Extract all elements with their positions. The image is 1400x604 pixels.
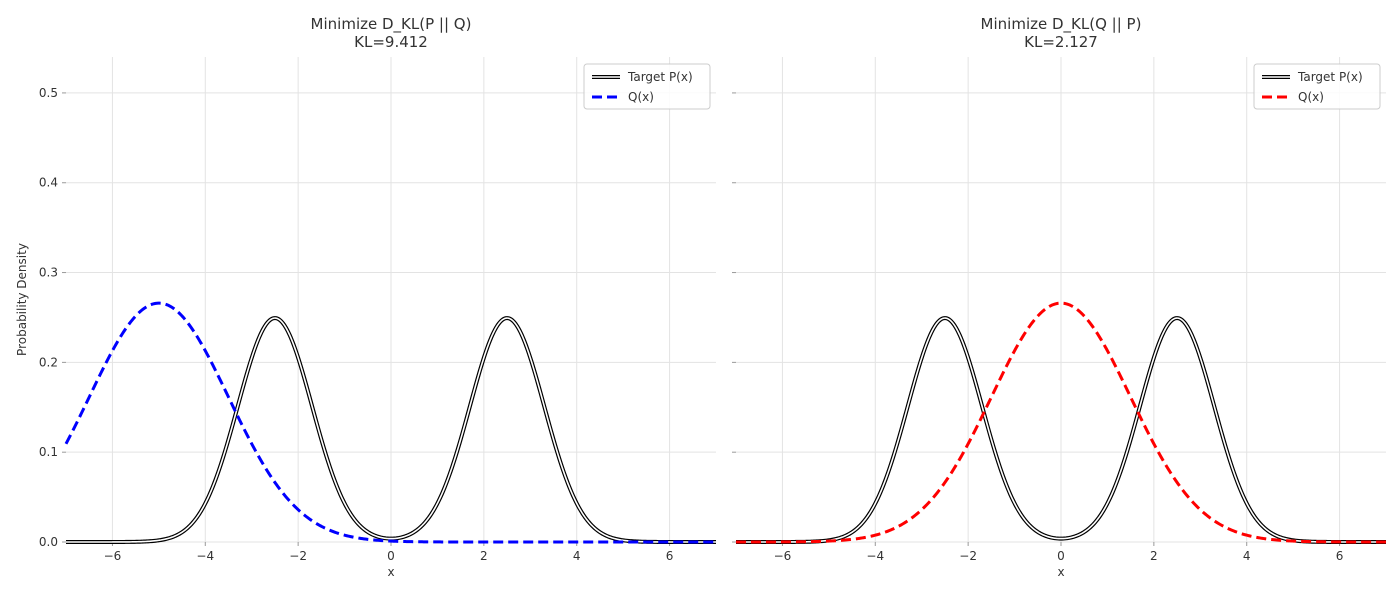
chart-subtitle: KL=2.127 — [1024, 33, 1098, 51]
x-tick-label: −6 — [774, 549, 792, 563]
legend-target-label: Target P(x) — [627, 70, 693, 84]
chart-title: Minimize D_KL(Q || P) — [981, 15, 1142, 34]
y-tick-label: 0.1 — [39, 445, 58, 459]
x-tick-label: 2 — [480, 549, 488, 563]
y-tick-label: 0.5 — [39, 86, 58, 100]
x-tick-label: 2 — [1150, 549, 1158, 563]
y-tick-label: 0.2 — [39, 355, 58, 369]
legend-q-label: Q(x) — [628, 90, 654, 104]
x-tick-label: 4 — [1243, 549, 1251, 563]
x-tick-label: −2 — [289, 549, 307, 563]
x-tick-label: −4 — [196, 549, 214, 563]
x-tick-label: 4 — [573, 549, 581, 563]
chart-title: Minimize D_KL(P || Q) — [311, 15, 472, 34]
chart-panel-2: −6 −4 −2 0 2 4 6 Minimize D_KL(Q || P)KL=2.127 x… — [732, 15, 1387, 579]
legend-target-label: Target P(x) — [1297, 70, 1363, 84]
x-tick-label: 0 — [387, 549, 395, 563]
x-tick-label: 0 — [1057, 549, 1065, 563]
x-tick-label: −4 — [866, 549, 884, 563]
target-p-series-line-inner — [736, 317, 1386, 543]
y-tick-label: 0.0 — [39, 535, 58, 549]
x-axis-label: x — [387, 565, 394, 579]
chart-panel-1: −6 −4 −2 0 2 4 6 0.0 0.1 0.2 0.3 0.4 0.5 Minimize D_K… — [15, 15, 717, 579]
y-axis-label: Probability Density — [15, 243, 29, 356]
chart-subtitle: KL=9.412 — [354, 33, 428, 51]
target-p-series-line-inner — [66, 317, 716, 543]
q-series-line — [736, 301, 1386, 544]
x-tick-label: 6 — [666, 549, 674, 563]
y-tick-label: 0.3 — [39, 266, 58, 280]
x-axis-label: x — [1057, 565, 1064, 579]
q-series-line — [64, 301, 716, 544]
x-tick-label: −2 — [959, 549, 977, 563]
x-tick-label: −6 — [104, 549, 122, 563]
y-tick-label: 0.4 — [39, 176, 58, 190]
x-tick-label: 6 — [1336, 549, 1344, 563]
legend-q-label: Q(x) — [1298, 90, 1324, 104]
